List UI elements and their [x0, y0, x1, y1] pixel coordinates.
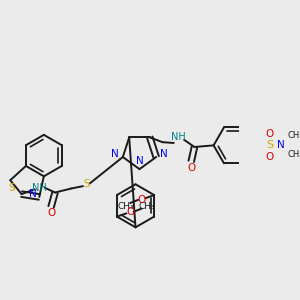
Text: O: O — [126, 207, 135, 217]
Text: S: S — [266, 140, 273, 150]
Text: O: O — [47, 208, 55, 218]
Text: CH₃: CH₃ — [138, 202, 155, 211]
Text: O: O — [187, 163, 195, 173]
Text: N: N — [111, 149, 119, 159]
Text: O: O — [265, 129, 274, 139]
Text: NH: NH — [171, 132, 186, 142]
Text: S: S — [9, 183, 15, 193]
Text: N: N — [278, 140, 285, 150]
Text: N: N — [160, 149, 168, 159]
Text: N: N — [29, 189, 37, 199]
Text: CH₃: CH₃ — [287, 131, 300, 140]
Text: NH: NH — [32, 183, 46, 193]
Text: CH₃: CH₃ — [117, 202, 134, 211]
Text: N: N — [136, 156, 144, 166]
Text: S: S — [84, 179, 90, 189]
Text: CH₃: CH₃ — [287, 150, 300, 159]
Text: O: O — [137, 195, 146, 205]
Text: O: O — [265, 152, 274, 161]
